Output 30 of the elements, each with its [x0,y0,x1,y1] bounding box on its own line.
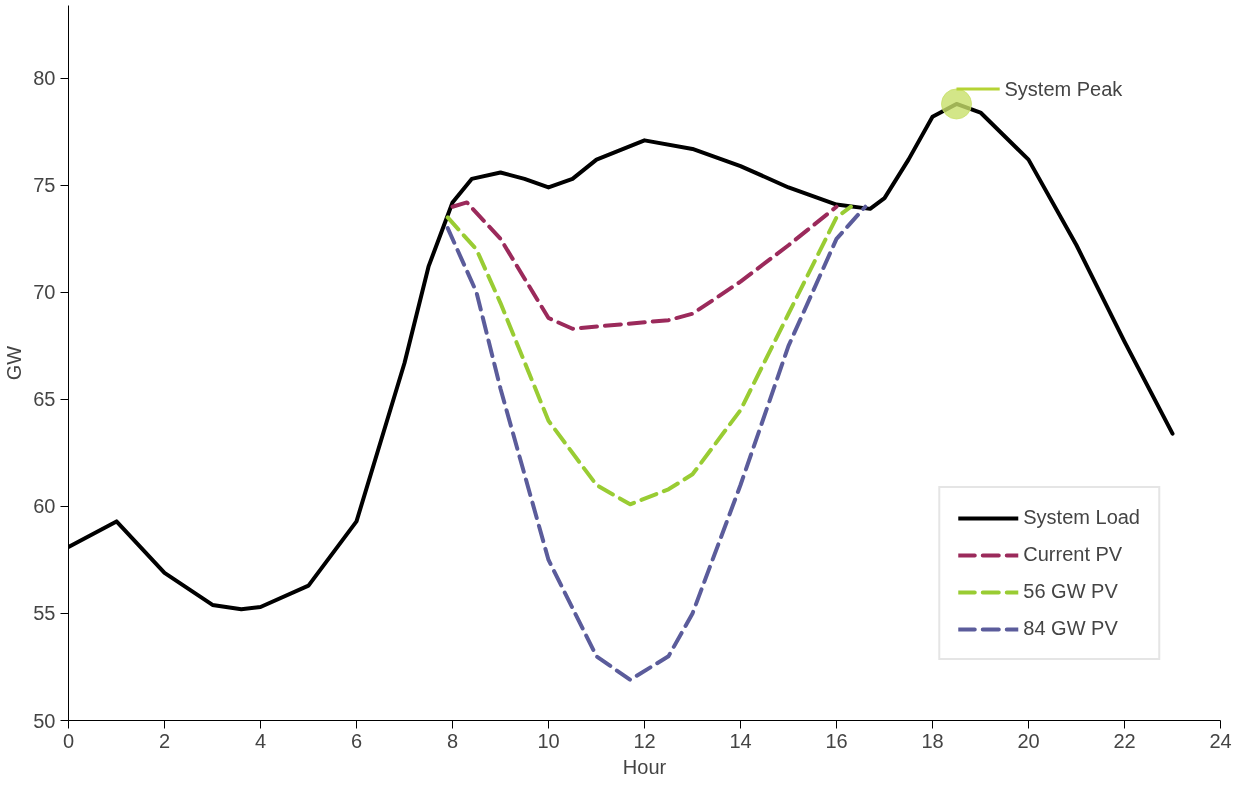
y-tick-label: 65 [33,388,56,411]
x-axis-title: Hour [622,755,667,778]
annotation: System Peak [1004,77,1124,100]
y-tick-label: 55 [33,602,56,625]
y-axis-title: GW [3,345,26,381]
line-series [445,204,868,682]
x-tick-label: 4 [254,729,267,752]
x-tick-label: 8 [446,729,459,752]
y-tick-label: 50 [33,709,56,732]
y-tick-label: 80 [33,67,56,90]
legend-label: 84 GW PV [1023,617,1118,640]
y-tick-label: 75 [33,174,56,197]
legend-label: Current PV [1023,543,1123,566]
legend-label: System Load [1023,506,1140,529]
x-tick-label: 24 [1209,729,1232,752]
x-tick-label: 20 [1017,729,1040,752]
x-tick-label: 16 [825,729,848,752]
legend-label: 56 GW PV [1023,580,1118,603]
x-tick-label: 6 [350,729,363,752]
y-tick-label: 70 [33,281,56,304]
x-tick-label: 18 [921,729,944,752]
x-tick-label: 10 [537,729,560,752]
y-tick-label: 60 [33,495,56,518]
x-tick-label: 22 [1113,729,1136,752]
x-tick-label: 0 [62,729,75,752]
x-tick-label: 12 [633,729,656,752]
line-series [445,204,853,507]
x-tick-label: 14 [729,729,752,752]
line-series [450,200,839,331]
x-tick-label: 2 [158,729,171,752]
